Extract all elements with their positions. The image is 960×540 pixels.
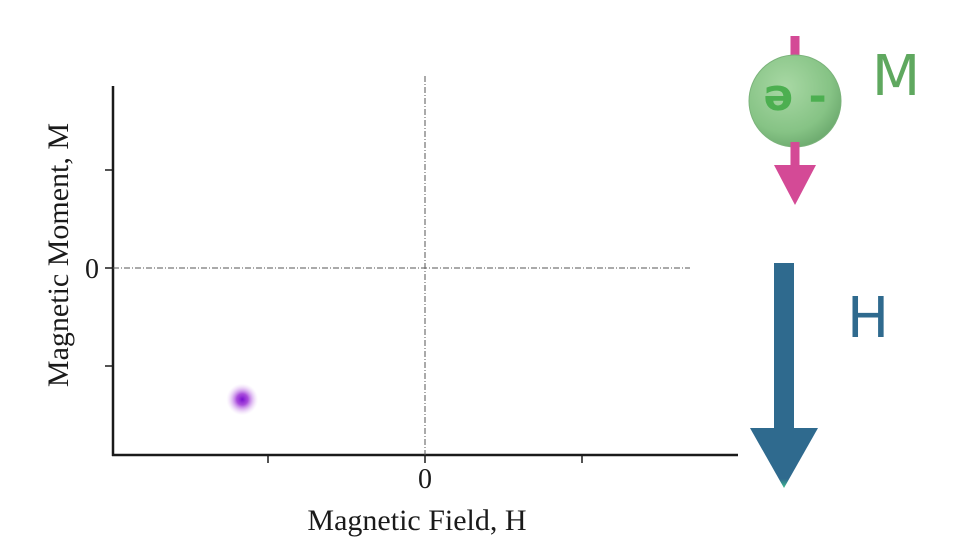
field-arrow-shaft [774,263,794,431]
y-zero-tick-label: 0 [85,254,99,285]
moment-symbol: M [872,44,920,109]
field-symbol: H [847,286,889,351]
x-zero-tick-label: 0 [418,464,432,495]
plot-area: 0 0 Magnetic Field, H Magnetic Moment, M [42,76,738,537]
data-point [226,383,259,416]
electron-moment-illustration: - e M [748,36,920,205]
x-axis-title: Magnetic Field, H [307,504,526,537]
field-illustration: H [750,263,889,488]
electron-label: - e [763,75,826,126]
field-arrow-head [750,428,818,488]
moment-arrow-head [774,165,816,205]
y-axis-title: Magnetic Moment, M [42,123,75,387]
